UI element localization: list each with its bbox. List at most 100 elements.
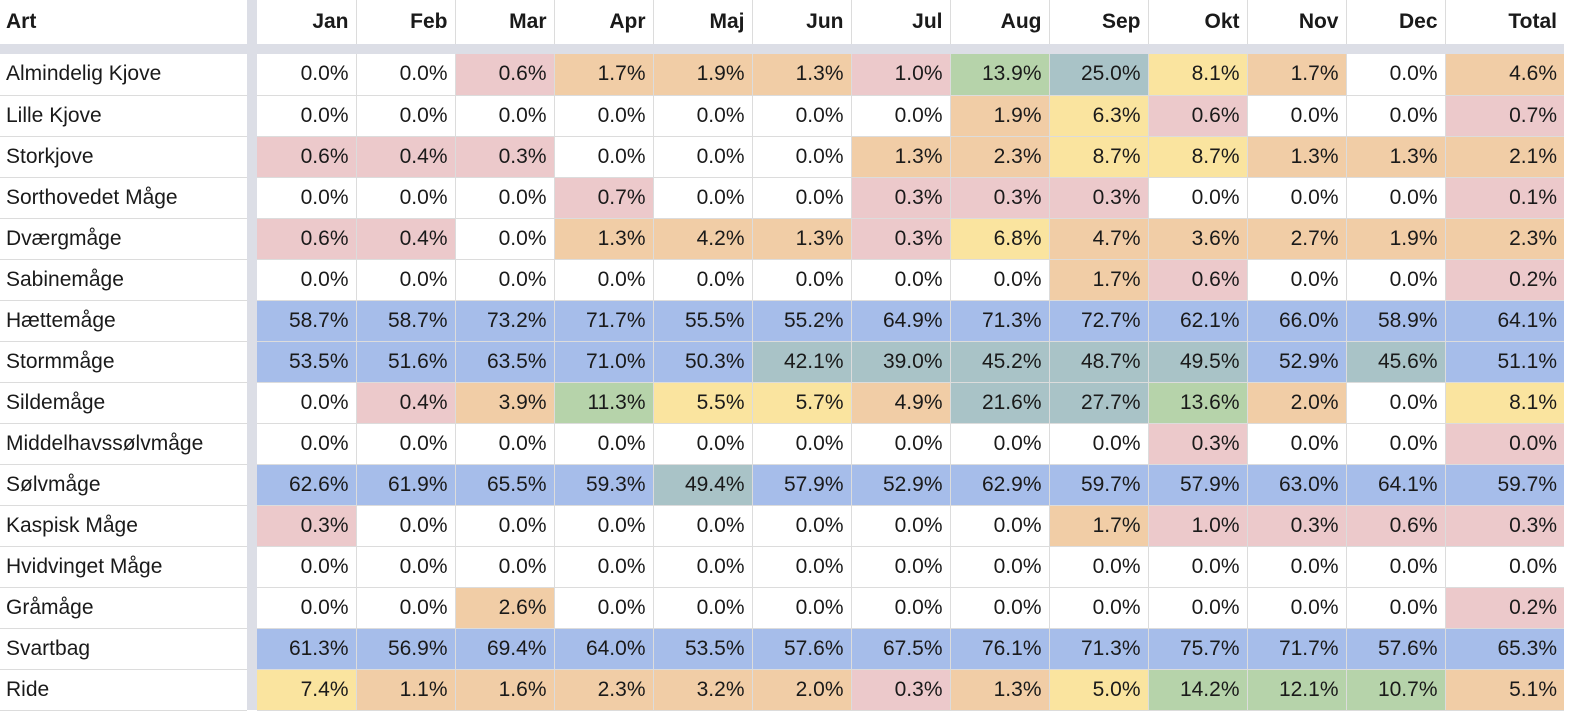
- value-cell[interactable]: 0.0%: [455, 259, 555, 301]
- value-cell[interactable]: 75.7%: [1148, 628, 1248, 670]
- total-cell[interactable]: 2.1%: [1445, 136, 1564, 178]
- value-cell[interactable]: 0.0%: [1247, 423, 1347, 465]
- value-cell[interactable]: 0.3%: [851, 218, 951, 260]
- value-cell[interactable]: 1.9%: [653, 54, 753, 96]
- value-cell[interactable]: 52.9%: [1247, 341, 1347, 383]
- total-cell[interactable]: 4.6%: [1445, 54, 1564, 96]
- value-cell[interactable]: 49.4%: [653, 464, 753, 506]
- value-cell[interactable]: 0.0%: [554, 259, 654, 301]
- value-cell[interactable]: 0.0%: [257, 587, 357, 629]
- value-cell[interactable]: 2.3%: [950, 136, 1050, 178]
- value-cell[interactable]: 58.9%: [1346, 300, 1446, 342]
- value-cell[interactable]: 2.7%: [1247, 218, 1347, 260]
- value-cell[interactable]: 1.0%: [1148, 505, 1248, 547]
- value-cell[interactable]: 2.0%: [1247, 382, 1347, 424]
- value-cell[interactable]: 49.5%: [1148, 341, 1248, 383]
- value-cell[interactable]: 0.0%: [950, 546, 1050, 588]
- value-cell[interactable]: 0.0%: [851, 259, 951, 301]
- row-label-cell[interactable]: Dværgmåge: [0, 218, 247, 260]
- value-cell[interactable]: 0.0%: [950, 259, 1050, 301]
- row-label-cell[interactable]: Sorthovedet Måge: [0, 177, 247, 219]
- value-cell[interactable]: 62.9%: [950, 464, 1050, 506]
- value-cell[interactable]: 0.0%: [554, 505, 654, 547]
- value-cell[interactable]: 0.3%: [851, 177, 951, 219]
- value-cell[interactable]: 1.9%: [950, 95, 1050, 137]
- value-cell[interactable]: 0.0%: [455, 218, 555, 260]
- value-cell[interactable]: 0.0%: [1148, 587, 1248, 629]
- value-cell[interactable]: 4.2%: [653, 218, 753, 260]
- value-cell[interactable]: 42.1%: [752, 341, 852, 383]
- total-cell[interactable]: 0.0%: [1445, 423, 1564, 465]
- value-cell[interactable]: 69.4%: [455, 628, 555, 670]
- value-cell[interactable]: 2.6%: [455, 587, 555, 629]
- value-cell[interactable]: 64.1%: [1346, 464, 1446, 506]
- column-header-maj[interactable]: Maj: [653, 0, 753, 44]
- value-cell[interactable]: 57.6%: [1346, 628, 1446, 670]
- value-cell[interactable]: 0.0%: [356, 259, 456, 301]
- value-cell[interactable]: 0.0%: [356, 505, 456, 547]
- value-cell[interactable]: 63.0%: [1247, 464, 1347, 506]
- value-cell[interactable]: 5.0%: [1049, 669, 1149, 711]
- value-cell[interactable]: 0.0%: [554, 423, 654, 465]
- value-cell[interactable]: 0.0%: [257, 423, 357, 465]
- column-header-jun[interactable]: Jun: [752, 0, 852, 44]
- value-cell[interactable]: 3.9%: [455, 382, 555, 424]
- value-cell[interactable]: 0.0%: [653, 95, 753, 137]
- value-cell[interactable]: 1.3%: [752, 218, 852, 260]
- value-cell[interactable]: 0.7%: [554, 177, 654, 219]
- value-cell[interactable]: 0.0%: [752, 259, 852, 301]
- value-cell[interactable]: 52.9%: [851, 464, 951, 506]
- value-cell[interactable]: 0.0%: [752, 505, 852, 547]
- value-cell[interactable]: 55.5%: [653, 300, 753, 342]
- row-label-cell[interactable]: Sølvmåge: [0, 464, 247, 506]
- value-cell[interactable]: 12.1%: [1247, 669, 1347, 711]
- value-cell[interactable]: 62.6%: [257, 464, 357, 506]
- row-label-cell[interactable]: Hættemåge: [0, 300, 247, 342]
- total-cell[interactable]: 0.0%: [1445, 546, 1564, 588]
- value-cell[interactable]: 0.0%: [653, 136, 753, 178]
- value-cell[interactable]: 61.9%: [356, 464, 456, 506]
- value-cell[interactable]: 71.3%: [950, 300, 1050, 342]
- value-cell[interactable]: 0.0%: [752, 95, 852, 137]
- row-label-cell[interactable]: Almindelig Kjove: [0, 54, 247, 96]
- value-cell[interactable]: 0.6%: [257, 136, 357, 178]
- value-cell[interactable]: 64.9%: [851, 300, 951, 342]
- value-cell[interactable]: 6.8%: [950, 218, 1050, 260]
- value-cell[interactable]: 0.0%: [950, 423, 1050, 465]
- column-header-mar[interactable]: Mar: [455, 0, 555, 44]
- row-label-cell[interactable]: Kaspisk Måge: [0, 505, 247, 547]
- value-cell[interactable]: 0.3%: [1247, 505, 1347, 547]
- value-cell[interactable]: 57.9%: [752, 464, 852, 506]
- value-cell[interactable]: 13.9%: [950, 54, 1050, 96]
- value-cell[interactable]: 1.3%: [1247, 136, 1347, 178]
- value-cell[interactable]: 14.2%: [1148, 669, 1248, 711]
- value-cell[interactable]: 0.0%: [1247, 95, 1347, 137]
- value-cell[interactable]: 0.0%: [653, 423, 753, 465]
- value-cell[interactable]: 0.4%: [356, 218, 456, 260]
- value-cell[interactable]: 0.6%: [257, 218, 357, 260]
- column-header-sep[interactable]: Sep: [1049, 0, 1149, 44]
- value-cell[interactable]: 0.0%: [851, 423, 951, 465]
- column-header-apr[interactable]: Apr: [554, 0, 654, 44]
- value-cell[interactable]: 0.6%: [455, 54, 555, 96]
- value-cell[interactable]: 1.7%: [1247, 54, 1347, 96]
- value-cell[interactable]: 0.0%: [554, 95, 654, 137]
- value-cell[interactable]: 0.6%: [1148, 95, 1248, 137]
- column-header-feb[interactable]: Feb: [356, 0, 456, 44]
- value-cell[interactable]: 45.6%: [1346, 341, 1446, 383]
- value-cell[interactable]: 39.0%: [851, 341, 951, 383]
- value-cell[interactable]: 8.1%: [1148, 54, 1248, 96]
- row-label-cell[interactable]: Svartbag: [0, 628, 247, 670]
- value-cell[interactable]: 0.0%: [752, 177, 852, 219]
- value-cell[interactable]: 45.2%: [950, 341, 1050, 383]
- value-cell[interactable]: 1.7%: [1049, 259, 1149, 301]
- value-cell[interactable]: 0.0%: [257, 259, 357, 301]
- value-cell[interactable]: 0.0%: [257, 95, 357, 137]
- value-cell[interactable]: 2.3%: [554, 669, 654, 711]
- value-cell[interactable]: 0.0%: [851, 546, 951, 588]
- row-label-cell[interactable]: Ride: [0, 669, 247, 711]
- value-cell[interactable]: 58.7%: [257, 300, 357, 342]
- value-cell[interactable]: 0.0%: [1346, 95, 1446, 137]
- value-cell[interactable]: 1.3%: [1346, 136, 1446, 178]
- value-cell[interactable]: 0.0%: [752, 546, 852, 588]
